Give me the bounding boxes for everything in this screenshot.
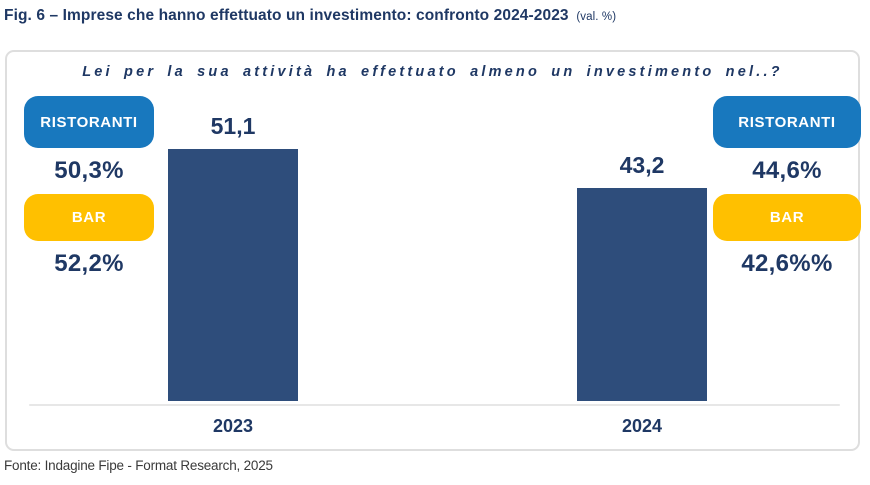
chart-frame: Lei per la sua attività ha effettuato al… xyxy=(5,50,861,451)
ristoranti-value-left: 50,3% xyxy=(54,157,124,184)
figure-title-unit: (val. %) xyxy=(576,11,617,23)
bar-badge-left: BAR xyxy=(24,194,154,241)
category-label-2023: 2023 xyxy=(212,416,254,436)
legend-left-2023: RISTORANTI 50,3% BAR 52,2% xyxy=(24,96,154,280)
ristoranti-badge-right: RISTORANTI xyxy=(713,96,861,148)
source-note: Fonte: Indagine Fipe - Format Research, … xyxy=(4,458,273,473)
bar-value-label-2024: 43,2 xyxy=(619,152,665,178)
bar-value-left: 52,2% xyxy=(54,250,124,277)
axis-baseline xyxy=(29,404,840,406)
category-label-2024: 2024 xyxy=(621,416,663,436)
legend-right-2024: RISTORANTI 44,6% BAR 42,6%% xyxy=(713,96,861,280)
ristoranti-badge-left: RISTORANTI xyxy=(24,96,154,148)
bar-2023 xyxy=(168,149,298,401)
bar-value-right: 42,6%% xyxy=(741,250,833,277)
bar-value-label-2023: 51,1 xyxy=(210,113,256,139)
figure-title-text: Fig. 6 – Imprese che hanno effettuato un… xyxy=(4,7,569,24)
bar-2024 xyxy=(577,188,707,401)
figure-title: Fig. 6 – Imprese che hanno effettuato un… xyxy=(4,7,864,25)
ristoranti-value-right: 44,6% xyxy=(752,157,822,184)
bar-badge-right: BAR xyxy=(713,194,861,241)
chart-question: Lei per la sua attività ha effettuato al… xyxy=(82,64,783,80)
